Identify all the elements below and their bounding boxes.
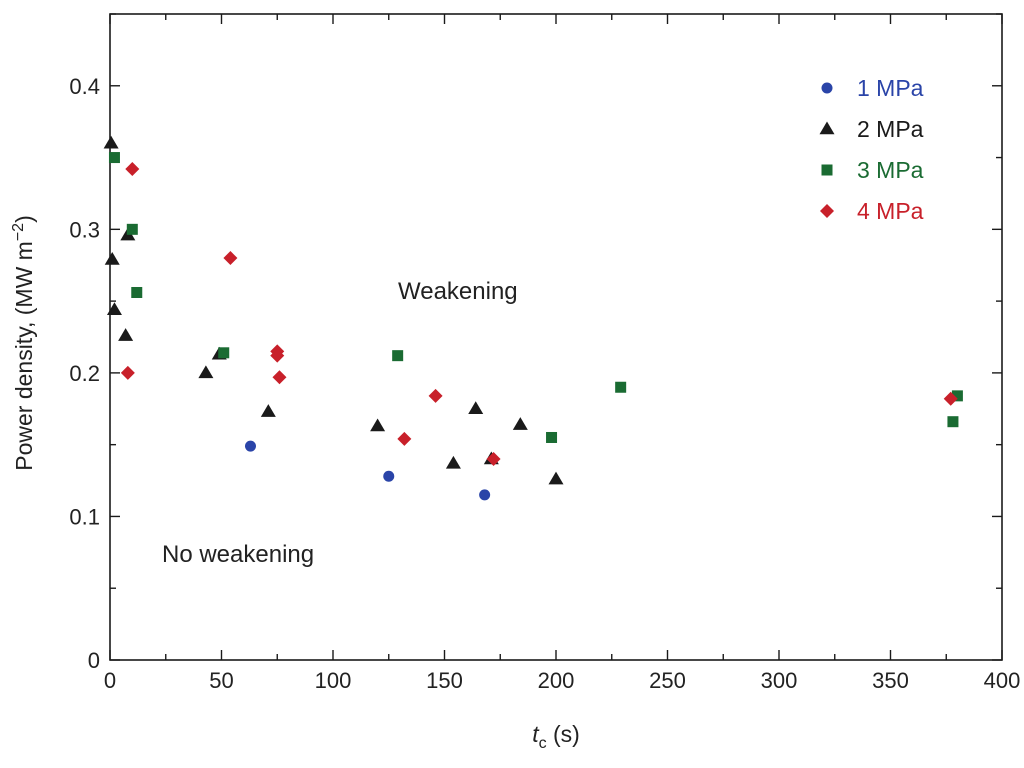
- data-point-diamond: [270, 348, 285, 363]
- data-point-triangle: [103, 135, 119, 149]
- data-point-square: [615, 381, 627, 393]
- legend-marker-diamond: [820, 204, 834, 218]
- data-point-square: [126, 223, 138, 235]
- tick-labels: 0 50 100 150 200 250 300 350 400 0 0.1 0.2 0.3 0.4: [69, 74, 1020, 693]
- data-point-diamond: [486, 452, 501, 467]
- data-point-circle: [479, 489, 491, 501]
- data-point-square: [951, 390, 963, 402]
- data-point-square: [218, 347, 230, 359]
- series-square: [108, 152, 963, 443]
- y-tick-label: 0.2: [69, 361, 100, 386]
- y-tick-label: 0.1: [69, 504, 100, 529]
- data-point-diamond: [272, 370, 287, 385]
- legend-label: 1 MPa: [857, 75, 924, 101]
- x-tick-label: 50: [209, 668, 233, 693]
- legend-marker-circle: [821, 82, 833, 94]
- data-point-square: [392, 350, 404, 362]
- legend-label: 2 MPa: [857, 116, 924, 142]
- y-tick-label: 0.4: [69, 74, 100, 99]
- legend-marker-triangle: [819, 121, 835, 135]
- data-point-triangle: [104, 251, 120, 265]
- x-tick-label: 350: [872, 668, 909, 693]
- data-point-diamond: [428, 388, 443, 403]
- x-tick-label: 150: [426, 668, 463, 693]
- plot-area: [109, 13, 1003, 661]
- y-tick-label: 0: [88, 648, 100, 673]
- y-axis-title: Power density, (MW m−2): [10, 215, 37, 471]
- annotation-weakening: Weakening: [398, 278, 518, 305]
- data-point-diamond: [125, 162, 140, 177]
- y-tick-label: 0.3: [69, 217, 100, 242]
- data-point-diamond: [223, 251, 238, 266]
- legend-label: 3 MPa: [857, 157, 924, 183]
- x-tick-label: 300: [761, 668, 798, 693]
- data-point-triangle: [260, 404, 276, 417]
- x-tick-label: 400: [984, 668, 1021, 693]
- x-axis-title: tc (s): [532, 721, 580, 752]
- data-point-diamond: [943, 391, 958, 406]
- data-point-diamond: [120, 365, 135, 380]
- x-tick-label: 200: [538, 668, 575, 693]
- data-point-triangle: [445, 455, 461, 469]
- x-tick-label: 0: [104, 668, 116, 693]
- data-point-triangle: [468, 401, 484, 415]
- data-point-triangle: [118, 328, 134, 341]
- series-circle: [244, 440, 491, 501]
- data-point-circle: [244, 440, 256, 452]
- data-point-square: [546, 431, 558, 443]
- legend: 1 MPa 2 MPa 3 MPa 4 MPa: [819, 75, 924, 224]
- data-point-square: [947, 416, 959, 428]
- x-tick-label: 100: [315, 668, 352, 693]
- data-point-diamond: [397, 431, 412, 446]
- data-point-circle: [383, 470, 395, 482]
- series-diamond: [120, 162, 958, 467]
- annotation-no-weakening: No weakening: [162, 541, 314, 568]
- data-point-triangle: [106, 302, 122, 315]
- data-point-square: [131, 286, 143, 298]
- legend-marker-square: [821, 164, 833, 176]
- data-point-square: [108, 152, 120, 164]
- legend-label: 4 MPa: [857, 198, 924, 224]
- data-point-triangle: [370, 418, 386, 432]
- x-tick-label: 250: [649, 668, 686, 693]
- data-point-triangle: [198, 365, 214, 379]
- data-points: [103, 135, 963, 501]
- data-point-triangle: [548, 471, 564, 485]
- series-triangle: [103, 135, 564, 485]
- data-point-triangle: [512, 417, 528, 430]
